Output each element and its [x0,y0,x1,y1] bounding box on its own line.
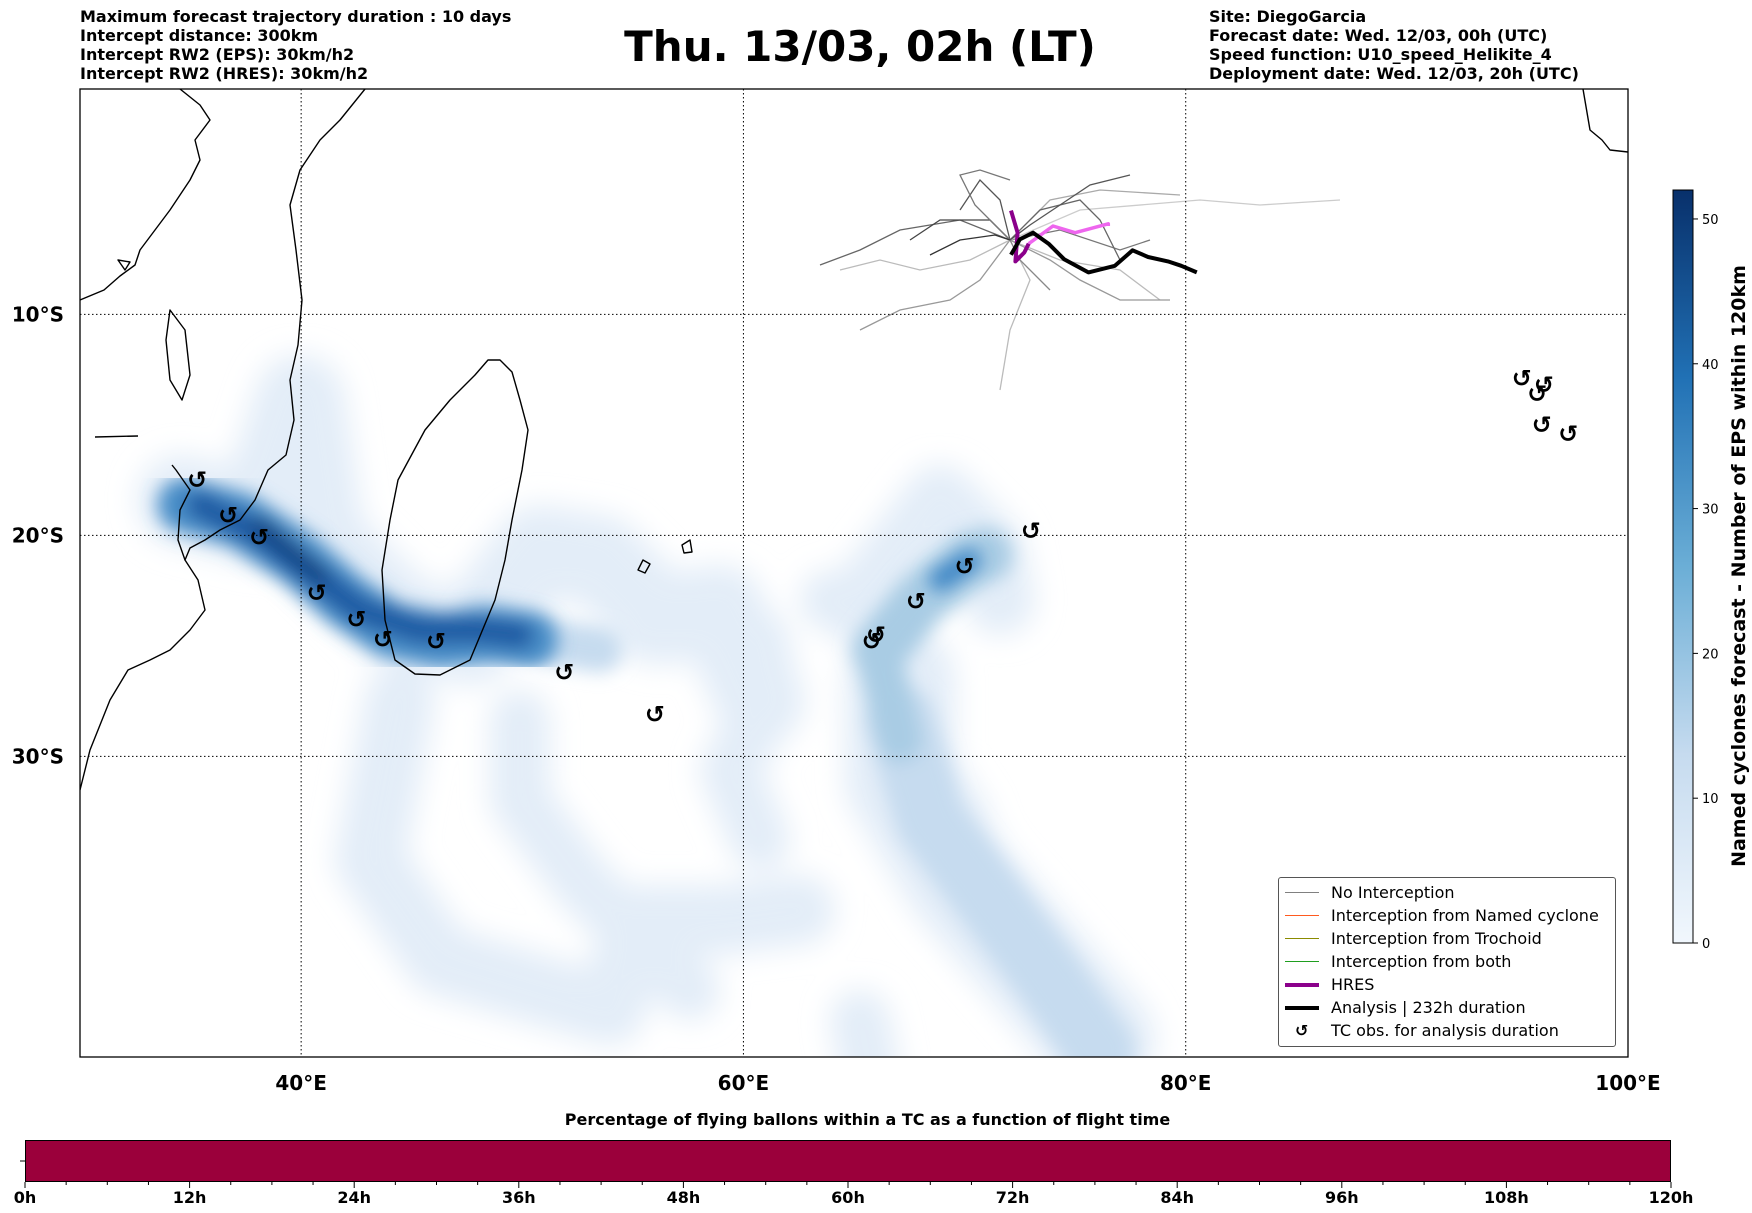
legend-label: HRES [1331,975,1375,994]
analysis-track [1009,230,1198,275]
flight-time-bar [25,1140,1671,1182]
tc-observation-icon: ↺ [249,524,269,552]
legend-label: No Interception [1331,883,1455,902]
hres-track-tail [1027,222,1111,246]
tc-observation-icon: ↺ [866,621,886,649]
progress-tick-label: 60h [831,1188,865,1207]
latitude-labels: 10°S 20°S 30°S [12,302,64,768]
header-line: Site: DiegoGarcia [1209,7,1367,26]
tc-observation-icon: ↺ [955,552,975,580]
header-line: Maximum forecast trajectory duration : 1… [80,7,512,26]
legend-item-named-cyclone: Interception from Named cyclone [1279,905,1615,927]
tc-observation-icon: ↺ [187,466,207,494]
tc-observation-icon: ↺ [645,700,665,728]
tc-observation-icon: ↺ [906,588,926,616]
progress-tick-label: 12h [172,1188,207,1207]
lon-tick-label: 80°E [1160,1071,1212,1095]
header-line: Intercept RW2 (EPS): 30km/h2 [80,45,355,64]
tracks-layer [1009,210,1198,275]
lat-tick-label: 30°S [12,744,64,768]
progress-tick-label: 72h [995,1188,1030,1207]
tc-observation-icon: ↺ [1532,411,1552,439]
progress-tick-label: 120h [1648,1188,1694,1207]
legend-swatch [1285,1006,1319,1010]
map-legend: No Interception Interception from Named … [1278,877,1616,1047]
legend-swatch [1285,961,1319,962]
header-line: Forecast date: Wed. 12/03, 00h (UTC) [1209,26,1548,45]
lon-tick-label: 60°E [718,1071,770,1095]
header-line: Intercept distance: 300km [80,26,319,45]
colorbar: 0 10 20 30 40 50 Named cyclones forecast - Nu… [1672,189,1750,952]
legend-swatch [1285,915,1319,916]
tc-symbol-icon: ↺ [1295,1021,1309,1040]
header-line: Deployment date: Wed. 12/03, 20h (UTC) [1209,64,1579,83]
lon-tick-label: 100°E [1595,1071,1660,1095]
tc-observation-icon: ↺ [554,658,574,686]
tc-observation-icon: ↺ [862,628,882,656]
colorbar-tick-label: 20 [1702,647,1719,662]
tc-observation-icon: ↺ [346,605,366,633]
colorbar-tick-label: 30 [1702,503,1719,518]
header-line: Intercept RW2 (HRES): 30km/h2 [80,64,369,83]
legend-swatch [1285,938,1319,939]
legend-item-trochoid: Interception from Trochoid [1279,928,1615,950]
legend-item-no-interception: No Interception [1279,882,1615,904]
lat-tick-label: 10°S [12,302,64,326]
legend-label: Interception from Trochoid [1331,929,1542,948]
colorbar-ticks: 0 10 20 30 40 50 [1693,213,1719,952]
legend-label: Analysis | 232h duration [1331,998,1526,1017]
tc-observation-icon: ↺ [1527,380,1547,408]
progress-tick-label: 84h [1160,1188,1195,1207]
coastlines [80,89,1628,791]
legend-item-analysis: Analysis | 232h duration [1279,997,1615,1019]
longitude-labels: 40°E 60°E 80°E 100°E [275,1071,1660,1095]
tc-observation-icon: ↺ [218,502,238,530]
progress-tick-label: 48h [666,1188,701,1207]
map-frame [79,88,1629,1058]
tc-observation-icon: ↺ [1534,371,1554,399]
progress-tick-label: 96h [1324,1188,1359,1207]
hres-track [1009,210,1031,264]
tc-observation-icon: ↺ [1512,365,1532,393]
tc-observation-icon: ↺ [307,579,327,607]
progress-tick-label: 108h [1483,1188,1529,1207]
tc-observations: ↺↺↺↺↺↺ ↺↺↺↺↺↺↺↺↺↺↺↺ ↺ [187,365,1578,729]
legend-item-both: Interception from both [1279,951,1615,973]
tc-observation-icon: ↺ [1558,420,1578,448]
progress-tick-label: 24h [337,1188,372,1207]
legend-swatch [1285,892,1319,893]
tc-observation-icon: ↺ [373,625,393,653]
legend-item-tc-obs: ↺ TC obs. for analysis duration [1279,1020,1615,1042]
colorbar-tick-label: 10 [1702,792,1719,807]
cyclone-density-field [137,355,1155,1057]
eps-trajectories [819,169,1341,391]
progress-tick-label: 36h [501,1188,536,1207]
progress-bar-title: Percentage of flying ballons within a TC… [564,1110,1171,1129]
colorbar-tick-label: 50 [1702,213,1719,228]
lon-tick-label: 40°E [275,1071,327,1095]
progress-tick-label: 0h [13,1188,37,1207]
header-line: Speed function: U10_speed_Helikite_4 [1209,45,1552,64]
colorbar-label: Named cyclones forecast - Number of EPS … [1728,265,1750,867]
colorbar-tick-label: 0 [1702,937,1710,952]
header-info-right: Site: DiegoGarcia Forecast date: Wed. 12… [1209,7,1579,83]
page-title: Thu. 13/03, 02h (LT) [624,22,1096,71]
legend-label: Interception from both [1331,952,1512,971]
colorbar-tick-label: 40 [1702,358,1719,373]
lat-tick-label: 20°S [12,523,64,547]
header-info-left: Maximum forecast trajectory duration : 1… [80,7,511,83]
legend-swatch [1285,983,1319,987]
gridlines [80,89,1628,1057]
legend-label: Interception from Named cyclone [1331,906,1599,925]
legend-label: TC obs. for analysis duration [1331,1021,1559,1040]
tc-observation-icon: ↺ [1021,517,1041,545]
colorbar-gradient [1672,189,1694,944]
legend-item-hres: HRES [1279,974,1615,996]
tc-observation-icon: ↺ [426,628,446,656]
